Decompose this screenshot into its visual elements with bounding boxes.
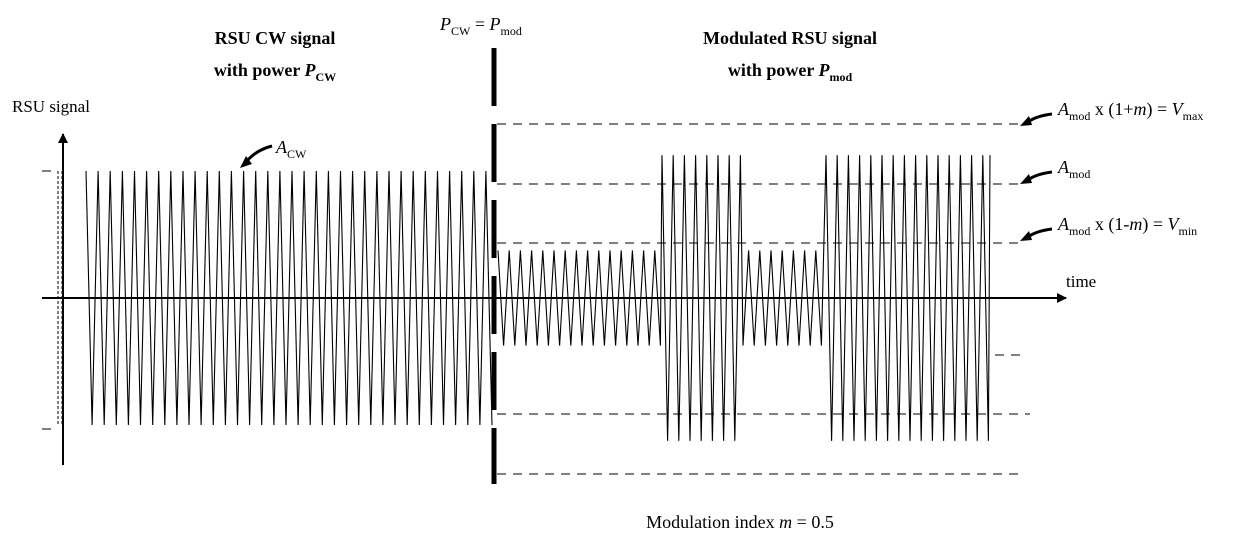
cw-amplitude-label: ACW [275,137,307,161]
cw-start-dotted-edge [57,171,63,425]
left-title-line2: with power PCW [214,60,336,84]
cw-amplitude-pointer-head [240,156,252,168]
left-title-line1: RSU CW signal [215,28,336,48]
cw-amplitude-pointer [244,144,273,163]
vmin-label: Amod x (1-m) = Vmin [1057,214,1197,238]
reference-levels [42,123,1030,475]
cw-waveform [85,170,493,426]
vmax-pointer-head [1020,116,1032,126]
x-axis-label: time [1066,272,1096,291]
amod-pointer [1027,170,1053,182]
modulation-index-caption: Modulation index m = 0.5 [646,512,834,532]
power-equality-label: PCW = Pmod [439,14,522,38]
vmax-pointer [1027,112,1053,124]
vmin-pointer-head [1020,231,1032,241]
right-title-line2: with power Pmod [728,60,853,84]
amod-label: Amod [1057,157,1090,181]
amod-pointer-head [1020,174,1032,184]
vmin-pointer [1027,227,1053,239]
modulated-waveform [497,155,991,441]
y-axis-label: RSU signal [12,97,90,116]
vmax-label: Amod x (1+m) = Vmax [1057,99,1203,123]
right-title-line1: Modulated RSU signal [703,28,877,48]
